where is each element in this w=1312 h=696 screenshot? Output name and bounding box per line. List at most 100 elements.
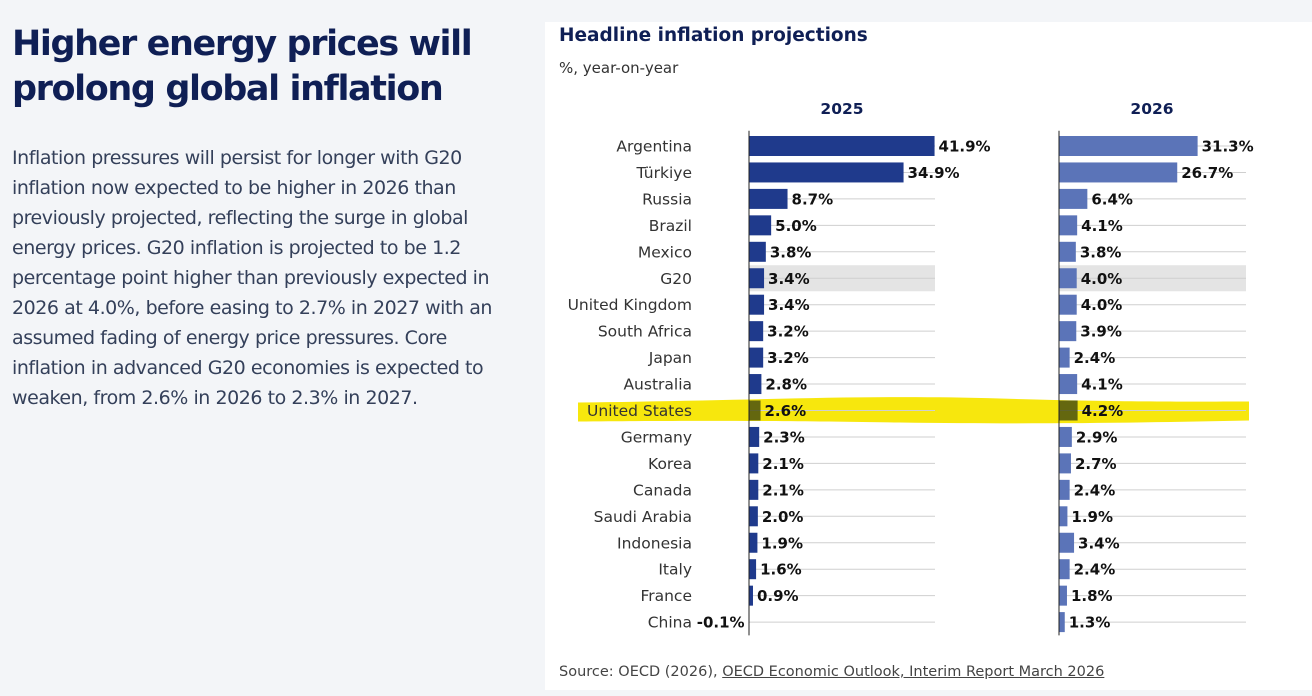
data-label-2025: 2.1% [762, 481, 804, 499]
data-label-2025: 3.8% [770, 243, 812, 261]
bar-2025 [749, 426, 760, 447]
data-label-2026: 1.3% [1069, 614, 1111, 632]
bar-2025 [749, 294, 765, 315]
data-label-2026: 4.0% [1081, 296, 1123, 314]
bar-2026 [1059, 559, 1070, 580]
category-label: Australia [623, 376, 692, 394]
category-label: China [648, 614, 692, 632]
data-label-2025: 3.4% [768, 270, 810, 288]
data-label-2025: 41.9% [939, 138, 991, 156]
bar-2026 [1059, 506, 1068, 527]
bar-2026 [1059, 162, 1178, 183]
data-label-2025: 1.6% [760, 561, 802, 579]
bar-2026 [1059, 612, 1065, 633]
data-label-2026: 2.7% [1075, 455, 1117, 473]
source-prefix: Source: OECD (2026), [559, 664, 723, 680]
data-label-2026: 31.3% [1202, 138, 1254, 156]
bar-2025 [749, 347, 764, 368]
chart-source: Source: OECD (2026), OECD Economic Outlo… [559, 664, 1104, 680]
data-label-2026: 4.2% [1082, 402, 1124, 420]
data-label-2026: 2.4% [1074, 481, 1116, 499]
category-label: France [640, 587, 692, 605]
data-label-2025: 3.2% [767, 323, 809, 341]
bar-2026 [1059, 426, 1072, 447]
bar-2026 [1059, 321, 1077, 342]
bar-2026 [1059, 374, 1078, 395]
data-label-2026: 3.9% [1080, 323, 1122, 341]
bar-2025 [749, 453, 759, 474]
category-label: Mexico [638, 243, 692, 261]
bar-2025 [749, 268, 765, 289]
data-label-2025: 5.0% [775, 217, 817, 235]
bar-2026 [1059, 479, 1070, 500]
category-label: Indonesia [617, 534, 692, 552]
bar-2025 [749, 374, 762, 395]
article-headline: Higher energy prices will prolong global… [12, 24, 473, 109]
bar-2025 [749, 506, 758, 527]
bar-2026 [1059, 347, 1070, 368]
series-header-2026: 2026 [1130, 100, 1173, 118]
data-label-2026: 1.8% [1071, 587, 1113, 605]
bar-2026 [1059, 294, 1077, 315]
data-label-2026: 1.9% [1071, 508, 1113, 526]
bar-2026 [1059, 188, 1088, 209]
data-label-2025: 3.4% [768, 296, 810, 314]
data-label-2025: 2.1% [762, 455, 804, 473]
bar-2025 [749, 215, 772, 236]
data-label-2026: 3.4% [1078, 534, 1120, 552]
data-label-2026: 26.7% [1181, 164, 1233, 182]
data-label-2026: 4.1% [1081, 376, 1123, 394]
bar-2026 [1059, 532, 1075, 553]
chart-subtitle: %, year-on-year [559, 59, 679, 77]
bar-2025 [749, 479, 759, 500]
data-label-2025: 1.9% [761, 534, 803, 552]
data-label-2026: 2.4% [1074, 561, 1116, 579]
data-label-2025: 2.6% [765, 402, 807, 420]
data-label-2026: 3.8% [1080, 243, 1122, 261]
data-label-2026: 2.4% [1074, 349, 1116, 367]
category-label: Korea [648, 455, 692, 473]
data-label-2026: 6.4% [1091, 190, 1133, 208]
chart-panel [545, 22, 1312, 690]
data-label-2025: 3.2% [767, 349, 809, 367]
bar-2025 [749, 241, 766, 262]
category-label: United Kingdom [568, 296, 692, 314]
data-label-2025: 2.8% [765, 376, 807, 394]
bar-2026 [1059, 241, 1076, 262]
bar-2025 [749, 162, 904, 183]
bar-2025 [749, 559, 757, 580]
bar-2025 [749, 321, 764, 342]
bar-2026 [1059, 585, 1067, 606]
data-label-2026: 4.1% [1081, 217, 1123, 235]
category-label: Brazil [649, 217, 692, 235]
data-label-2025: -0.1% [697, 614, 745, 632]
category-label: Argentina [616, 138, 692, 156]
category-label: Germany [621, 428, 692, 446]
data-label-2026: 4.0% [1081, 270, 1123, 288]
source-link[interactable]: OECD Economic Outlook, Interim Report Ma… [722, 664, 1105, 680]
bar-2026 [1059, 400, 1078, 421]
data-label-2025: 0.9% [757, 587, 799, 605]
category-label: G20 [660, 270, 692, 288]
category-label: Canada [633, 481, 692, 499]
bar-2026 [1059, 215, 1078, 236]
category-label: Türkiye [635, 164, 692, 182]
category-label: Italy [658, 561, 692, 579]
category-label: South Africa [598, 323, 692, 341]
article-body: Inflation pressures will persist for lon… [12, 147, 492, 409]
data-label-2025: 2.0% [762, 508, 804, 526]
category-label: Japan [648, 349, 692, 367]
bar-2025 [749, 400, 761, 421]
bar-2025 [749, 136, 935, 156]
chart-title: Headline inflation projections [559, 25, 868, 46]
category-label: Saudi Arabia [594, 508, 692, 526]
bar-2026 [1059, 268, 1077, 289]
bar-2025 [749, 532, 758, 553]
data-label-2025: 34.9% [908, 164, 960, 182]
data-label-2025: 2.3% [763, 428, 805, 446]
bar-2025 [749, 188, 788, 209]
bar-2026 [1059, 453, 1071, 474]
article-panel: Higher energy prices will prolong global… [0, 0, 545, 696]
data-label-2026: 2.9% [1076, 428, 1118, 446]
